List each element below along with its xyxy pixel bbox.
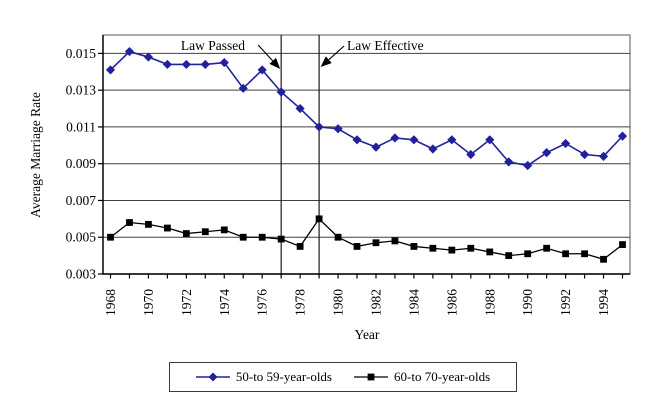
x-tick-label: 1982 (368, 289, 383, 316)
law-passed-label: Law Passed (181, 38, 245, 53)
x-tick-label: 1980 (331, 289, 346, 316)
legend-label-60-70: 60-to 70-year-olds (394, 369, 491, 384)
x-tick-label: 1968 (103, 289, 118, 316)
x-tick-label: 1970 (141, 289, 156, 316)
annotation-lines (257, 35, 345, 274)
x-tick-label: 1974 (217, 289, 232, 316)
y-tick-label: 0.003 (66, 267, 97, 282)
x-tick-label: 1978 (293, 289, 308, 316)
y-axis-title: Average Marriage Rate (28, 92, 43, 218)
y-tick-label: 0.007 (66, 193, 97, 208)
x-tick-label: 1972 (179, 289, 194, 316)
legend-item-60-70: 60-to 70-year-olds (354, 369, 490, 385)
plot-frame (102, 34, 631, 275)
data-series (105, 46, 628, 263)
x-tick-label: 1986 (444, 289, 459, 316)
series-60-to-70-year-olds (107, 215, 626, 263)
x-tick-label: 1976 (255, 289, 270, 316)
x-tick-label: 1984 (406, 289, 421, 316)
y-tick-label: 0.013 (66, 83, 97, 98)
x-tick-label: 1988 (482, 289, 497, 316)
y-tick-label: 0.011 (66, 119, 96, 134)
axis-ticks-and-labels: 0.003 0.005 0.007 0.009 0.011 0.013 0.015 1968 1… (66, 35, 630, 316)
legend-swatch-square-line (354, 373, 388, 381)
x-tick-label: 1994 (596, 289, 611, 316)
x-axis-title: Year (355, 327, 380, 342)
gridlines (103, 52, 630, 238)
y-tick-label: 0.005 (66, 230, 97, 245)
series-50-to-59-year-olds (105, 46, 628, 171)
legend-swatch-diamond-line (195, 372, 230, 382)
x-tick-label: 1990 (520, 289, 535, 316)
law-effective-label: Law Effective (347, 38, 424, 53)
y-tick-label: 0.009 (66, 156, 97, 171)
x-tick-label: 1992 (558, 289, 573, 316)
legend: 50-to 59-year-olds 60-to 70-year-olds (169, 362, 517, 392)
legend-item-50-59: 50-to 59-year-olds (195, 369, 332, 385)
y-tick-label: 0.015 (66, 46, 97, 61)
legend-label-50-59: 50-to 59-year-olds (235, 369, 332, 384)
